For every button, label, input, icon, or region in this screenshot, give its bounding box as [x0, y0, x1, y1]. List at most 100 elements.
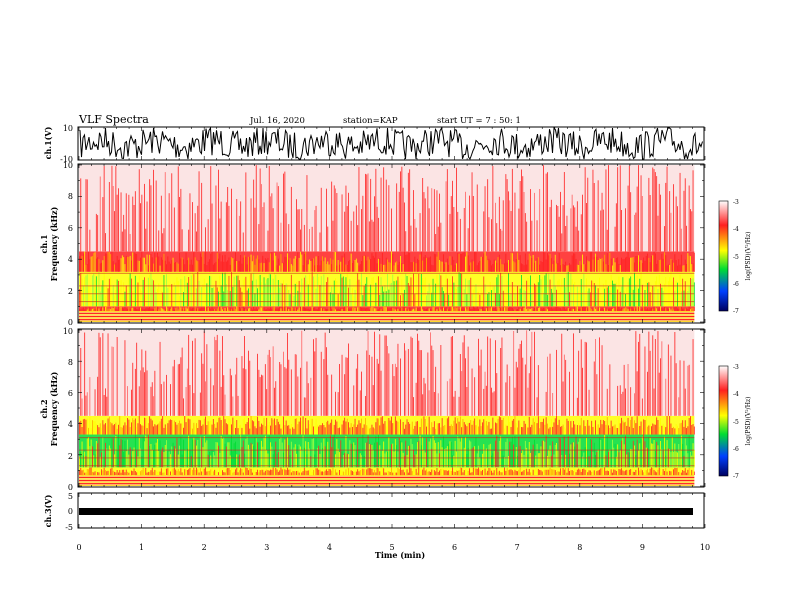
ch2-texture — [579, 438, 581, 468]
ch2-texture — [144, 441, 145, 468]
ch2-texture — [339, 452, 340, 468]
ch2-texture — [146, 436, 148, 468]
ch2-texture — [276, 453, 278, 468]
ch2-texture — [288, 445, 290, 468]
ch2-texture — [153, 471, 154, 476]
ch2-texture — [588, 389, 590, 416]
ch1-texture — [145, 308, 147, 312]
ch1-texture — [244, 307, 245, 311]
ch2-texture — [476, 453, 478, 468]
ch2-texture — [378, 418, 379, 435]
ch2-texture — [497, 471, 499, 476]
ch1-texture — [636, 306, 638, 311]
ch2-texture — [320, 471, 322, 476]
ch2-texture — [154, 469, 156, 476]
ch2-texture — [518, 469, 520, 476]
ch1-texture — [353, 295, 355, 307]
ch2-texture — [671, 437, 673, 468]
ch1-texture — [487, 260, 489, 272]
ch2-texture — [687, 426, 689, 435]
ch2-texture — [307, 383, 309, 416]
ch1-texture — [313, 308, 314, 311]
ch2-texture — [353, 471, 355, 476]
ch1-texture — [492, 284, 494, 307]
ch2-texture — [644, 420, 646, 435]
ch2-texture — [537, 416, 539, 435]
ch2-texture — [527, 471, 529, 475]
ch1-texture — [162, 233, 164, 252]
ch2-texture — [363, 424, 365, 435]
ch2-texture — [480, 349, 482, 416]
ch1-texture — [444, 294, 446, 307]
ch2-texture — [433, 440, 435, 468]
ch2-texture — [348, 422, 349, 435]
ch2-texture — [474, 446, 476, 468]
ch2-texture — [190, 456, 192, 468]
ch2-texture — [349, 427, 351, 435]
ch2-texture — [656, 472, 658, 476]
ch1-texture — [293, 308, 295, 311]
ch1-texture — [160, 257, 162, 272]
ch2-texture — [404, 456, 405, 468]
ch2-texture — [613, 425, 615, 435]
ch2-texture — [660, 468, 661, 476]
ch2-texture — [610, 469, 612, 476]
ch1-texture — [367, 291, 369, 307]
ch1-texture — [166, 264, 167, 272]
ch1-texture — [428, 208, 430, 252]
ch2-texture — [636, 416, 638, 435]
ch1-texture — [665, 255, 667, 272]
ch2-texture — [500, 348, 502, 416]
ch1-texture — [521, 275, 522, 307]
ch1-texture — [576, 264, 578, 272]
ch1-texture — [300, 306, 301, 312]
ch1-texture — [197, 308, 199, 311]
ch2-texture — [508, 470, 509, 476]
ch2-texture — [94, 421, 96, 435]
ch1-texture — [606, 229, 608, 252]
ch2-texture — [654, 451, 656, 468]
ch1-texture — [469, 279, 470, 307]
ch1-texture — [348, 308, 349, 311]
ch1-texture — [290, 264, 292, 272]
ch2-texture — [687, 453, 689, 468]
ch2-texture — [435, 366, 437, 416]
ch2-texture — [571, 442, 573, 468]
ch1-texture — [132, 290, 134, 307]
ch2-texture — [193, 422, 195, 435]
ch1-texture — [615, 258, 617, 272]
ch1-texture — [601, 192, 603, 252]
ch1-texture — [401, 263, 403, 272]
ch2-texture — [318, 426, 320, 435]
ch2-texture — [461, 427, 463, 435]
ch2-texture — [469, 440, 470, 468]
ch1-texture — [289, 258, 291, 272]
ch1-texture — [271, 252, 273, 272]
ch1-texture — [683, 308, 685, 311]
ch2-texture — [463, 422, 465, 435]
ch1-texture — [203, 307, 205, 311]
ch2-texture — [424, 383, 426, 416]
ch1-texture — [355, 308, 357, 311]
ch1-texture — [389, 283, 391, 307]
ch2-texture — [144, 417, 145, 435]
ch2-texture — [484, 371, 486, 416]
ch1-texture — [359, 264, 361, 272]
ch2-texture — [231, 435, 232, 468]
ch1-texture — [631, 257, 633, 272]
ch1-texture — [345, 307, 347, 311]
ch2-texture — [344, 417, 346, 435]
ch1-texture — [683, 265, 685, 272]
ch1-texture — [491, 290, 492, 307]
ch1-texture — [123, 308, 125, 311]
ch1-texture — [354, 289, 356, 307]
ch2-texture — [275, 381, 277, 416]
ch1-texture — [552, 292, 554, 307]
ch1-texture — [576, 201, 578, 252]
ch2-texture — [183, 439, 184, 468]
ch2-texture — [532, 444, 534, 468]
ch1-texture — [446, 169, 448, 252]
ch1-texture — [319, 285, 321, 307]
ch1-texture — [259, 263, 261, 272]
ch1-texture — [541, 262, 543, 272]
